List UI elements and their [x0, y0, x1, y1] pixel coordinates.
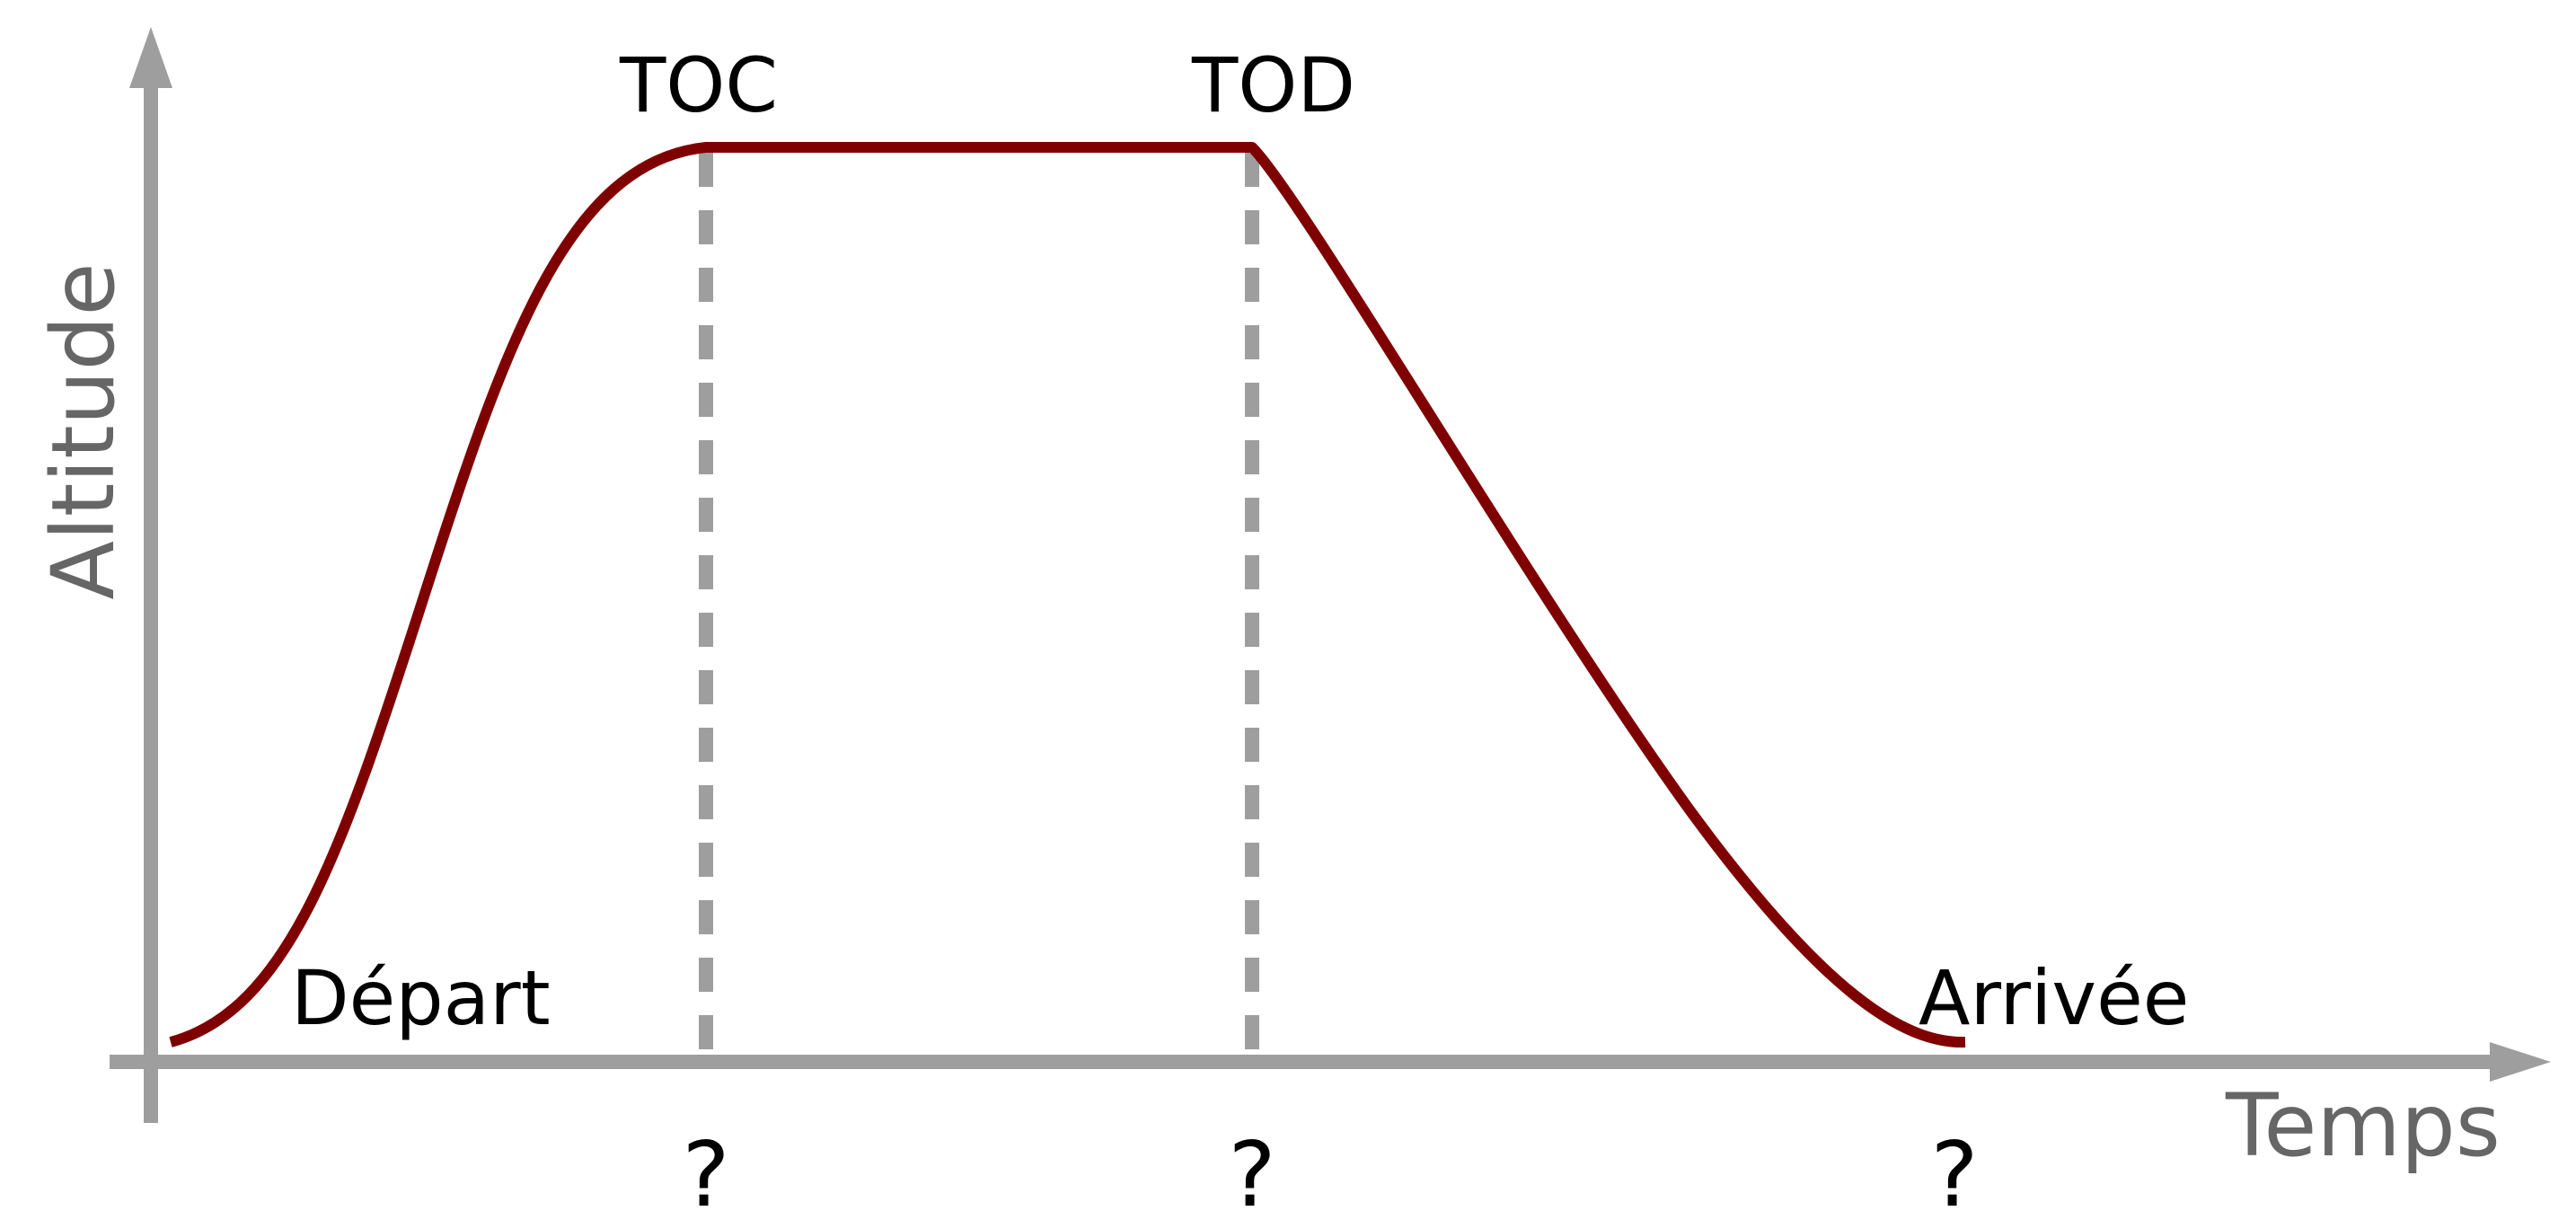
y-axis-arrowhead: [129, 27, 172, 88]
y-axis-label: Altitude: [33, 262, 134, 599]
tod-label: TOD: [1191, 41, 1355, 129]
x-axis-arrowhead: [2490, 1042, 2551, 1082]
flight-profile-curve: [169, 142, 1966, 1048]
arrival-time-marker: ?: [1930, 1122, 1978, 1211]
departure-label: Départ: [291, 954, 551, 1042]
toc-label: TOC: [619, 41, 778, 129]
tod-time-marker: ?: [1228, 1122, 1275, 1211]
arrival-label: Arrivée: [1919, 954, 2189, 1042]
x-axis-label: Temps: [2225, 1075, 2501, 1176]
toc-time-marker: ?: [682, 1122, 729, 1211]
